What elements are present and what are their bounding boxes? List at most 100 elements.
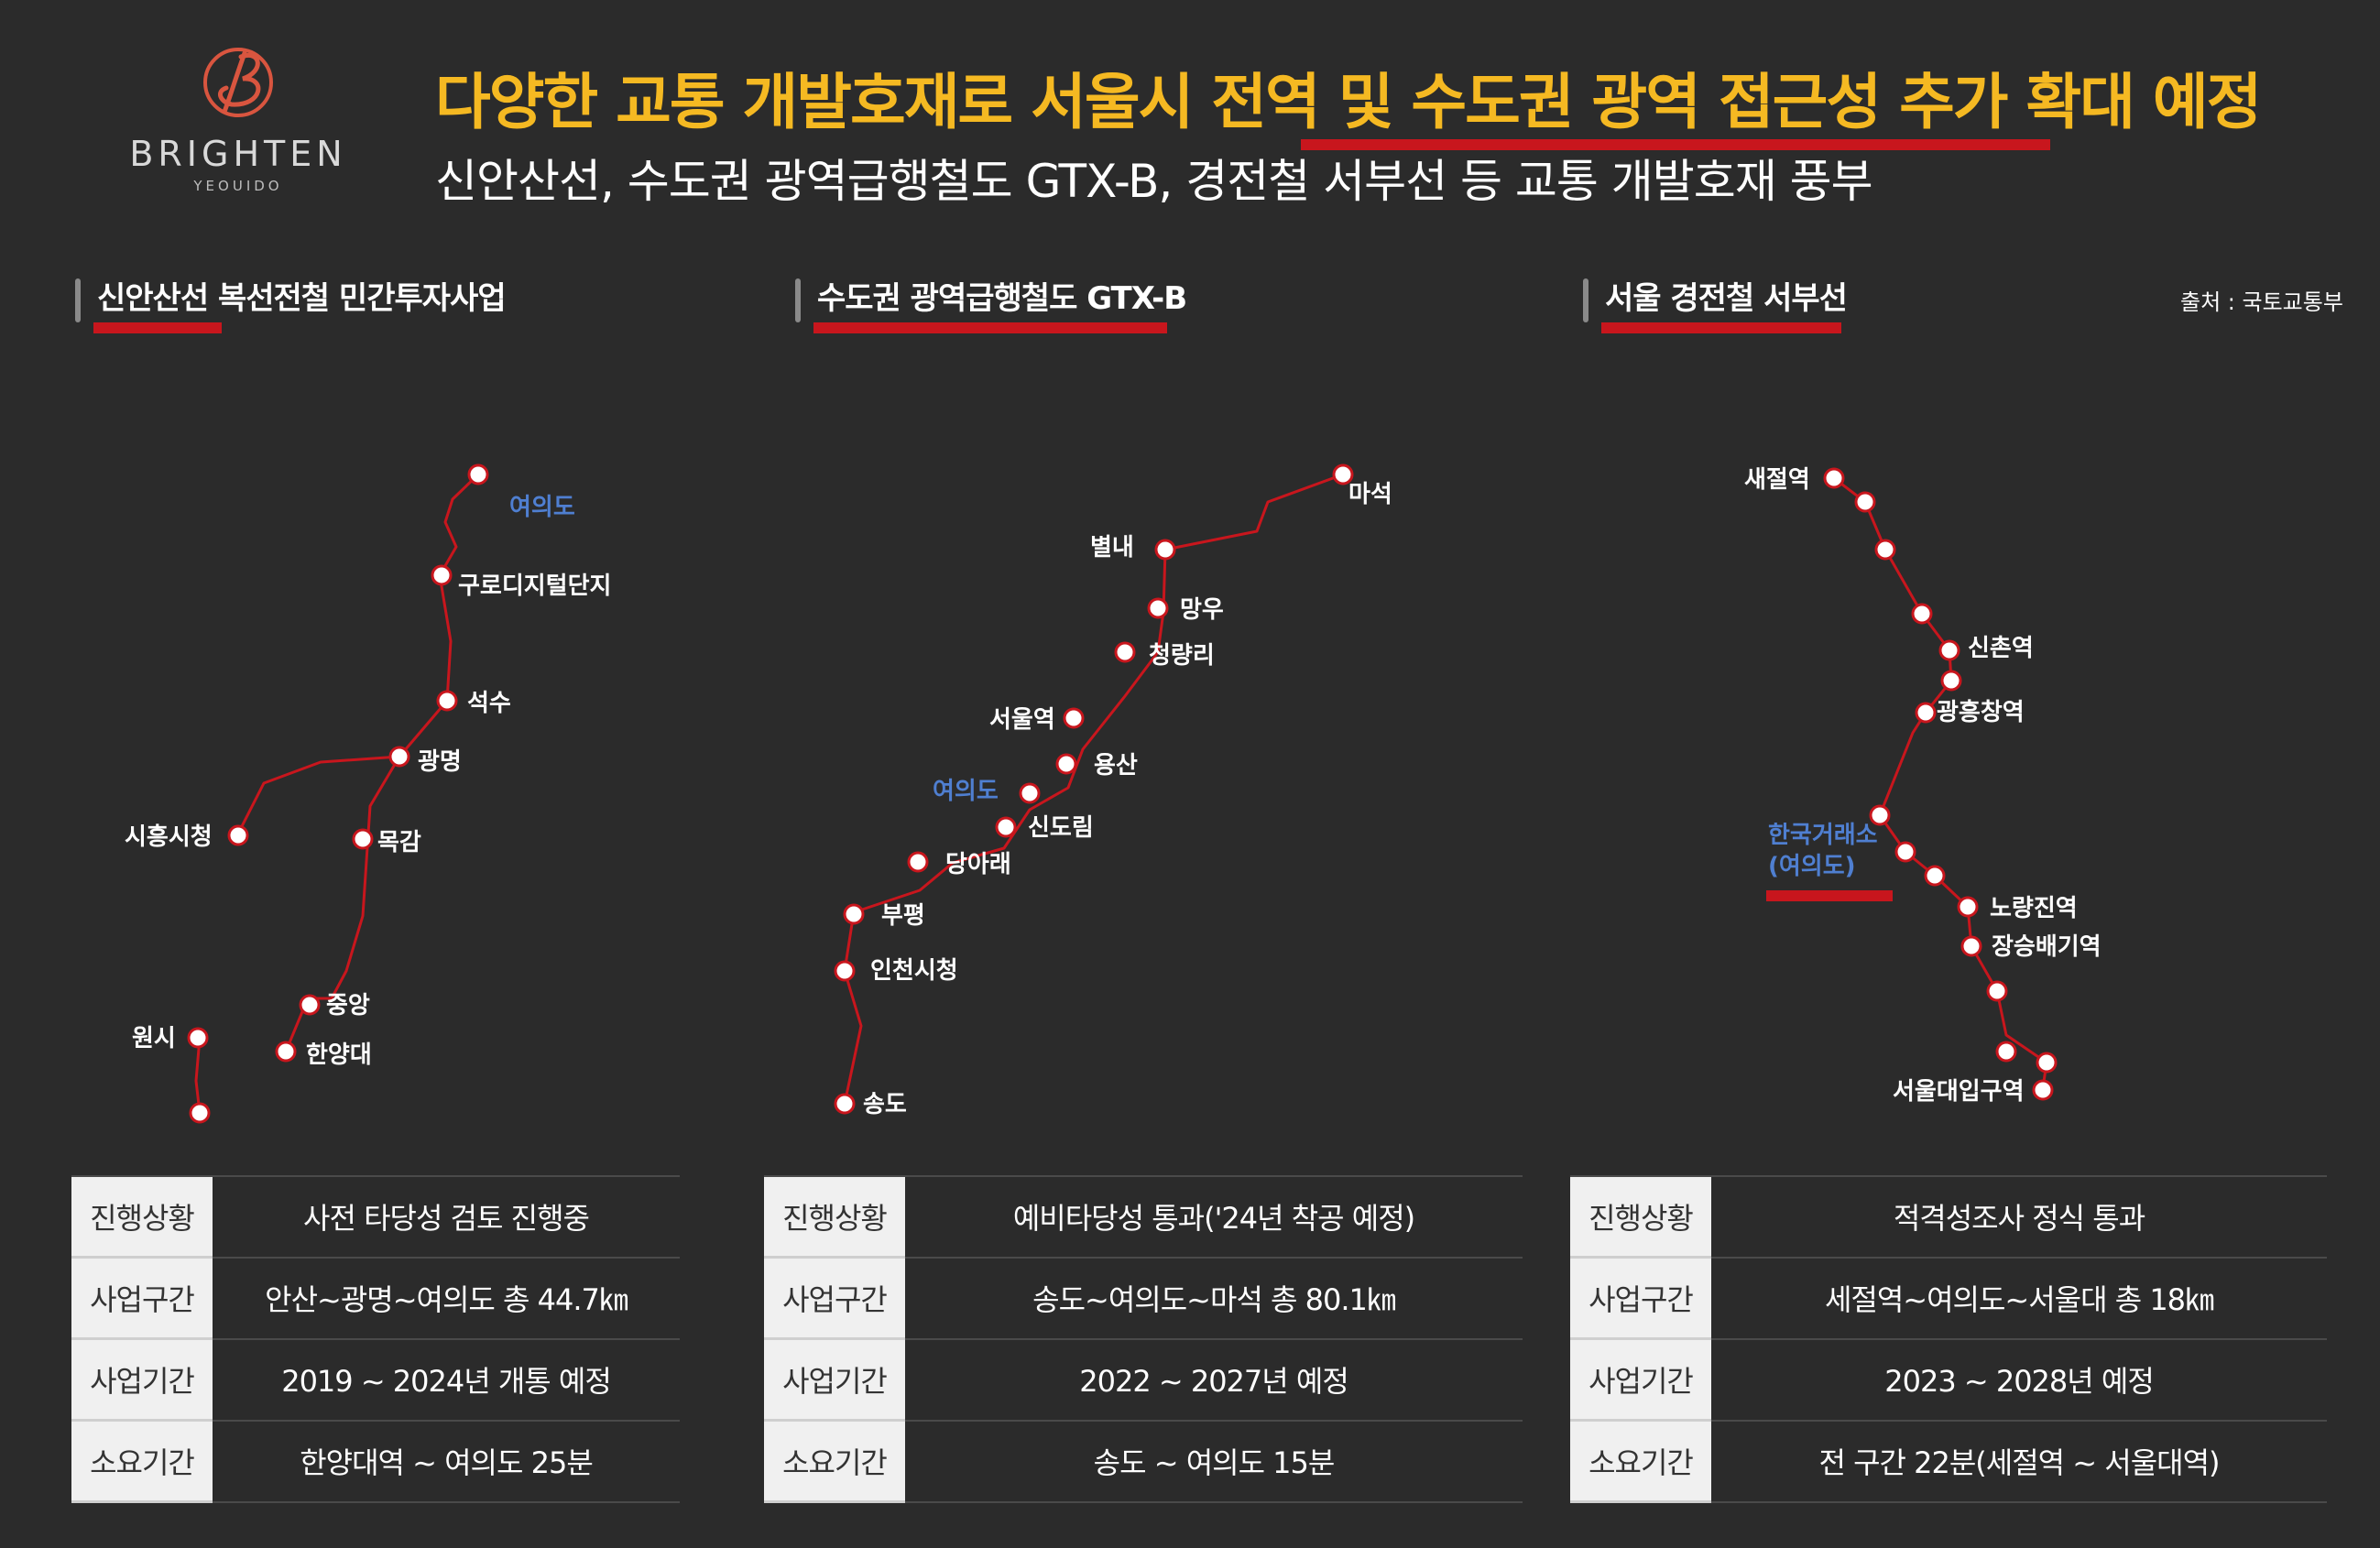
table-row: 소요기간 전 구간 22분(세절역 ~ 서울대역) — [1570, 1419, 2327, 1503]
title-underline — [1601, 322, 1841, 333]
station-dot — [352, 828, 374, 850]
station-label: 당아래 — [945, 851, 1011, 878]
station-dot — [1940, 670, 1962, 692]
row-key: 사업기간 — [764, 1337, 905, 1422]
station-label: 중앙 — [326, 992, 370, 1019]
title-underline — [93, 322, 222, 333]
station-dot — [299, 994, 321, 1016]
row-value: 안산~광명~여의도 총 44.7㎞ — [213, 1256, 680, 1340]
station-label: 마석 — [1348, 481, 1392, 508]
highlight-underline — [1766, 890, 1893, 901]
station-dot — [1154, 539, 1176, 561]
title-marker — [795, 278, 801, 322]
station-label: 신도림 — [1028, 814, 1094, 842]
brand-sub: YEOUIDO — [193, 178, 283, 194]
section-title-sinansan: 신안산선 복선전철 민간투자사업 — [75, 273, 507, 333]
route-line-seobu — [1833, 476, 2048, 1089]
station-dot — [995, 816, 1017, 838]
row-value: 적격성조사 정식 통과 — [1711, 1175, 2327, 1259]
headline-underline — [1301, 139, 2050, 150]
station-label: 송도 — [863, 1091, 907, 1118]
station-dot — [1995, 1041, 2017, 1063]
station-label: 서울역 — [989, 706, 1055, 734]
row-value: 예비타당성 통과('24년 착공 예정) — [905, 1175, 1523, 1259]
station-label-highlight: 한국거래소 — [1768, 822, 1878, 849]
title-marker — [1583, 278, 1588, 322]
station-dot — [1957, 896, 1979, 918]
route-branch-wonsi — [194, 1037, 202, 1114]
row-value: 2023 ~ 2028년 예정 — [1711, 1337, 2327, 1422]
station-dot — [843, 903, 865, 925]
station-dot — [1147, 597, 1169, 619]
info-table-sinansan: 진행상황 사전 타당성 검토 진행중 사업구간 안산~광명~여의도 총 44.7㎞ … — [71, 1175, 680, 1503]
station-dot — [1823, 467, 1845, 489]
table-row: 진행상황 예비타당성 통과('24년 착공 예정) — [764, 1175, 1523, 1259]
row-value: 전 구간 22분(세절역 ~ 서울대역) — [1711, 1419, 2327, 1503]
row-key: 진행상황 — [1570, 1175, 1711, 1259]
table-row: 진행상황 사전 타당성 검토 진행중 — [71, 1175, 680, 1259]
station-label: 서울대입구역 — [1893, 1078, 2025, 1106]
station-dot — [1911, 603, 1933, 625]
row-value: 한양대역 ~ 여의도 25분 — [213, 1419, 680, 1503]
route-branch-siheung — [236, 755, 400, 834]
route-line-gtxb — [843, 473, 1344, 1105]
table-row: 사업기간 2023 ~ 2028년 예정 — [1570, 1337, 2327, 1422]
row-key: 사업구간 — [1570, 1256, 1711, 1340]
station-dot — [189, 1102, 211, 1124]
row-key: 사업기간 — [1570, 1337, 1711, 1422]
station-dot — [834, 960, 856, 982]
route-line-sinansan — [284, 473, 480, 1052]
station-dot — [187, 1027, 209, 1049]
station-label: 신촌역 — [1968, 635, 2034, 662]
station-label: 노량진역 — [1990, 895, 2078, 922]
row-key: 사업구간 — [71, 1256, 213, 1340]
row-value: 송도~여의도~마석 총 80.1㎞ — [905, 1256, 1523, 1340]
table-row: 사업구간 안산~광명~여의도 총 44.7㎞ — [71, 1256, 680, 1340]
table-row: 소요기간 한양대역 ~ 여의도 25분 — [71, 1419, 680, 1503]
row-key: 진행상황 — [764, 1175, 905, 1259]
station-dot — [436, 690, 458, 712]
source-note: 출처 : 국토교통부 — [2180, 289, 2343, 315]
station-label: 구로디지털단지 — [458, 572, 611, 600]
station-label: 청량리 — [1149, 642, 1215, 670]
table-row: 소요기간 송도 ~ 여의도 15분 — [764, 1419, 1523, 1503]
station-dot — [388, 746, 410, 768]
table-row: 진행상황 적격성조사 정식 통과 — [1570, 1175, 2327, 1259]
table-row: 사업기간 2022 ~ 2027년 예정 — [764, 1337, 1523, 1422]
station-dot — [1938, 639, 1960, 661]
station-dot — [1063, 707, 1085, 729]
table-row: 사업구간 세절역~여의도~서울대 총 18㎞ — [1570, 1256, 2327, 1340]
station-dot — [907, 851, 929, 873]
section-title-text: 신안산선 복선전철 민간투자사업 — [97, 280, 507, 317]
station-dot — [1114, 641, 1136, 663]
station-label: 용산 — [1094, 752, 1138, 779]
station-label: 석수 — [467, 690, 511, 717]
row-value: 사전 타당성 검토 진행중 — [213, 1175, 680, 1259]
station-dot — [227, 824, 249, 846]
headline: 다양한 교통 개발호재로 서울시 전역 및 수도권 광역 접근성 추가 확대 예… — [435, 67, 2262, 137]
station-dot — [1869, 804, 1891, 826]
station-label: 원시 — [132, 1025, 176, 1052]
brand-name: BRIGHTEN — [129, 134, 347, 174]
station-label: 여의도 — [509, 494, 575, 521]
station-label: 여의도 — [933, 778, 999, 805]
section-title-seobu: 서울 경전철 서부선 — [1583, 273, 1848, 333]
station-dot — [467, 463, 489, 485]
row-key: 소요기간 — [71, 1419, 213, 1503]
station-dot — [431, 564, 453, 586]
brand-mark-icon — [203, 48, 273, 117]
station-label: 시흥시청 — [125, 823, 213, 851]
row-value: 세절역~여의도~서울대 총 18㎞ — [1711, 1256, 2327, 1340]
title-marker — [75, 278, 81, 322]
brand-logo: BRIGHTEN YEOUIDO — [110, 37, 366, 194]
row-key: 진행상황 — [71, 1175, 213, 1259]
station-dot — [1986, 980, 2008, 1002]
row-key: 사업구간 — [764, 1256, 905, 1340]
station-dot — [2036, 1052, 2058, 1074]
station-dot — [275, 1041, 297, 1063]
row-key: 소요기간 — [764, 1419, 905, 1503]
section-title-text: 서울 경전철 서부선 — [1605, 280, 1848, 317]
station-label: 부평 — [881, 902, 925, 930]
station-dot — [1960, 935, 1982, 957]
row-value: 송도 ~ 여의도 15분 — [905, 1419, 1523, 1503]
